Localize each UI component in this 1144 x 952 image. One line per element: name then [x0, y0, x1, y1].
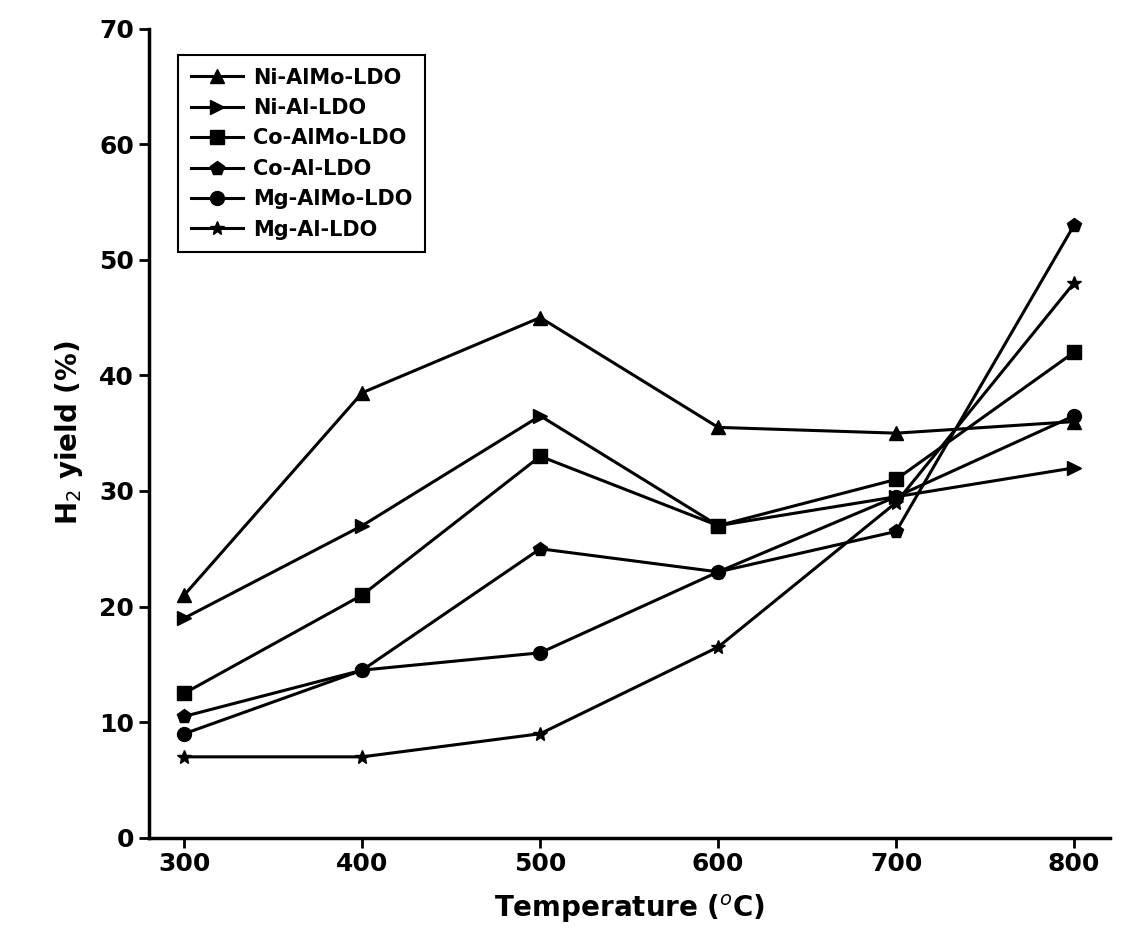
Mg-Al-LDO [889, 497, 903, 508]
Ni-AlMo-LDO [889, 427, 903, 439]
Co-Al-LDO [712, 566, 725, 578]
Co-AlMo-LDO [356, 589, 370, 601]
Line: Mg-AlMo-LDO: Mg-AlMo-LDO [177, 408, 1081, 741]
Co-Al-LDO [889, 526, 903, 537]
Line: Mg-Al-LDO: Mg-Al-LDO [177, 276, 1081, 764]
Ni-Al-LDO [356, 520, 370, 531]
Legend: Ni-AlMo-LDO, Ni-Al-LDO, Co-AlMo-LDO, Co-Al-LDO, Mg-AlMo-LDO, Mg-Al-LDO: Ni-AlMo-LDO, Ni-Al-LDO, Co-AlMo-LDO, Co-… [178, 55, 426, 252]
Co-AlMo-LDO [533, 450, 547, 462]
Ni-Al-LDO [712, 520, 725, 531]
Line: Co-AlMo-LDO: Co-AlMo-LDO [177, 346, 1081, 701]
Mg-AlMo-LDO [177, 728, 191, 740]
Mg-Al-LDO [177, 751, 191, 763]
Mg-Al-LDO [1067, 277, 1081, 288]
Line: Ni-AlMo-LDO: Ni-AlMo-LDO [177, 310, 1081, 602]
Co-AlMo-LDO [889, 474, 903, 486]
Y-axis label: H$_2$ yield (%): H$_2$ yield (%) [54, 341, 86, 526]
Co-AlMo-LDO [1067, 347, 1081, 358]
Mg-Al-LDO [712, 642, 725, 653]
Mg-AlMo-LDO [1067, 410, 1081, 422]
Mg-Al-LDO [533, 728, 547, 740]
Ni-Al-LDO [177, 612, 191, 624]
Ni-AlMo-LDO [1067, 416, 1081, 427]
Co-Al-LDO [356, 664, 370, 676]
Ni-Al-LDO [533, 410, 547, 422]
Co-Al-LDO [533, 543, 547, 554]
Ni-Al-LDO [889, 491, 903, 503]
Co-Al-LDO [1067, 219, 1081, 230]
Ni-AlMo-LDO [533, 312, 547, 324]
Co-Al-LDO [177, 710, 191, 723]
Line: Ni-Al-LDO: Ni-Al-LDO [177, 408, 1081, 625]
Mg-AlMo-LDO [533, 647, 547, 659]
Line: Co-Al-LDO: Co-Al-LDO [177, 218, 1081, 724]
Ni-Al-LDO [1067, 462, 1081, 473]
Mg-AlMo-LDO [889, 491, 903, 503]
Ni-AlMo-LDO [177, 589, 191, 601]
Ni-AlMo-LDO [356, 387, 370, 399]
Mg-Al-LDO [356, 751, 370, 763]
Mg-AlMo-LDO [712, 566, 725, 578]
X-axis label: Temperature ($^o$C): Temperature ($^o$C) [493, 893, 765, 925]
Co-AlMo-LDO [177, 687, 191, 699]
Co-AlMo-LDO [712, 520, 725, 531]
Mg-AlMo-LDO [356, 664, 370, 676]
Ni-AlMo-LDO [712, 422, 725, 433]
